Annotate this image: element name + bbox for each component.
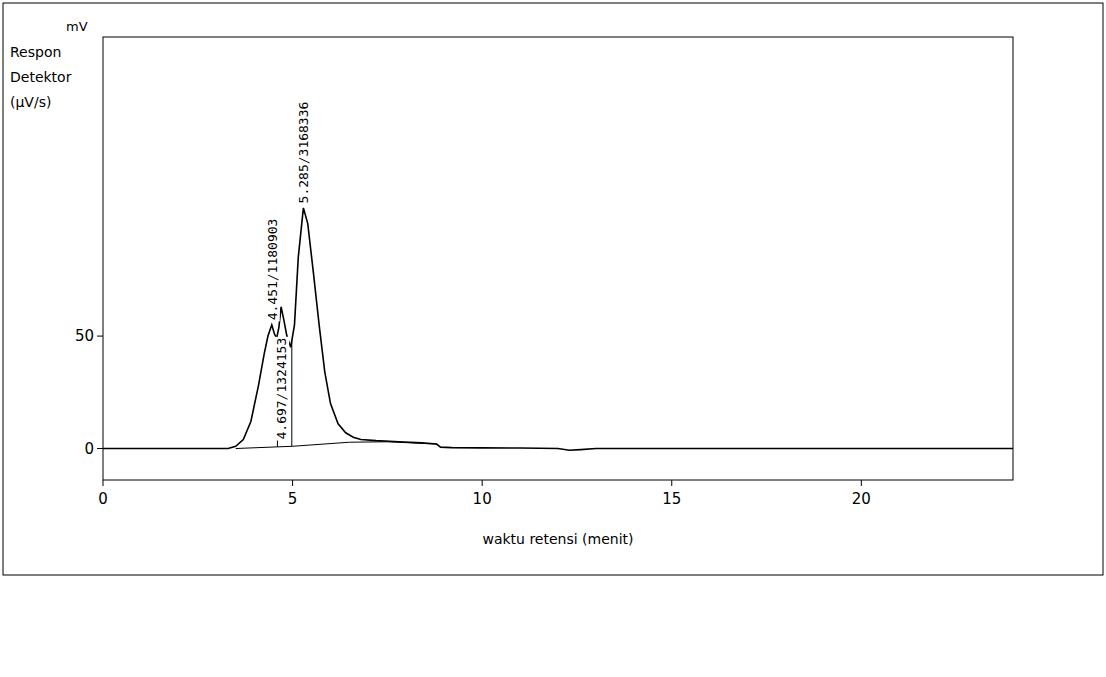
y-tick [97,448,103,449]
peak-label-text: 4.451/1180903 [265,219,280,321]
x-tick [103,480,104,486]
plot-frame [103,37,1013,480]
label-patch [274,337,289,441]
x-tick [482,480,483,486]
peak-label: 4.451/1180903 [265,218,280,322]
x-tick [671,480,672,486]
peak-label: 4.697/1324153 [274,337,289,441]
y-tick-label: 0 [84,440,94,458]
x-axis-title: waktu retensi (menit) [482,531,633,547]
peak-label-text: 4.697/1324153 [274,338,289,440]
chromatogram-line [103,208,1013,450]
x-tick-label: 10 [473,490,492,508]
x-tick-label: 5 [288,490,298,508]
x-tick-label: 0 [98,490,108,508]
peak-label-text: 5.285/3168336 [296,102,311,204]
y-unit: mV [66,19,88,34]
label-patch [296,101,311,205]
peak-drop-line [291,341,292,447]
outer-border [3,3,1103,575]
x-tick-label: 20 [852,490,871,508]
y-tick [97,336,103,337]
annotations: 4.451/1180903 4.697/1324153 5.285/3168336 [265,101,312,441]
label-patch [265,218,280,322]
y-axis-title: ResponDetektor(µV/s) [10,44,72,110]
plot-area [103,208,1013,450]
baseline-line [236,442,437,449]
peak-label: 5.285/3168336 [296,101,311,205]
x-tick [292,480,293,486]
x-tick-label: 15 [662,490,681,508]
chart: 0 5 10 15 20 0 50 mV ResponDetektor(µV/s) waktu r… [0,0,1106,677]
x-tick [861,480,862,486]
y-tick-label: 50 [75,327,94,345]
